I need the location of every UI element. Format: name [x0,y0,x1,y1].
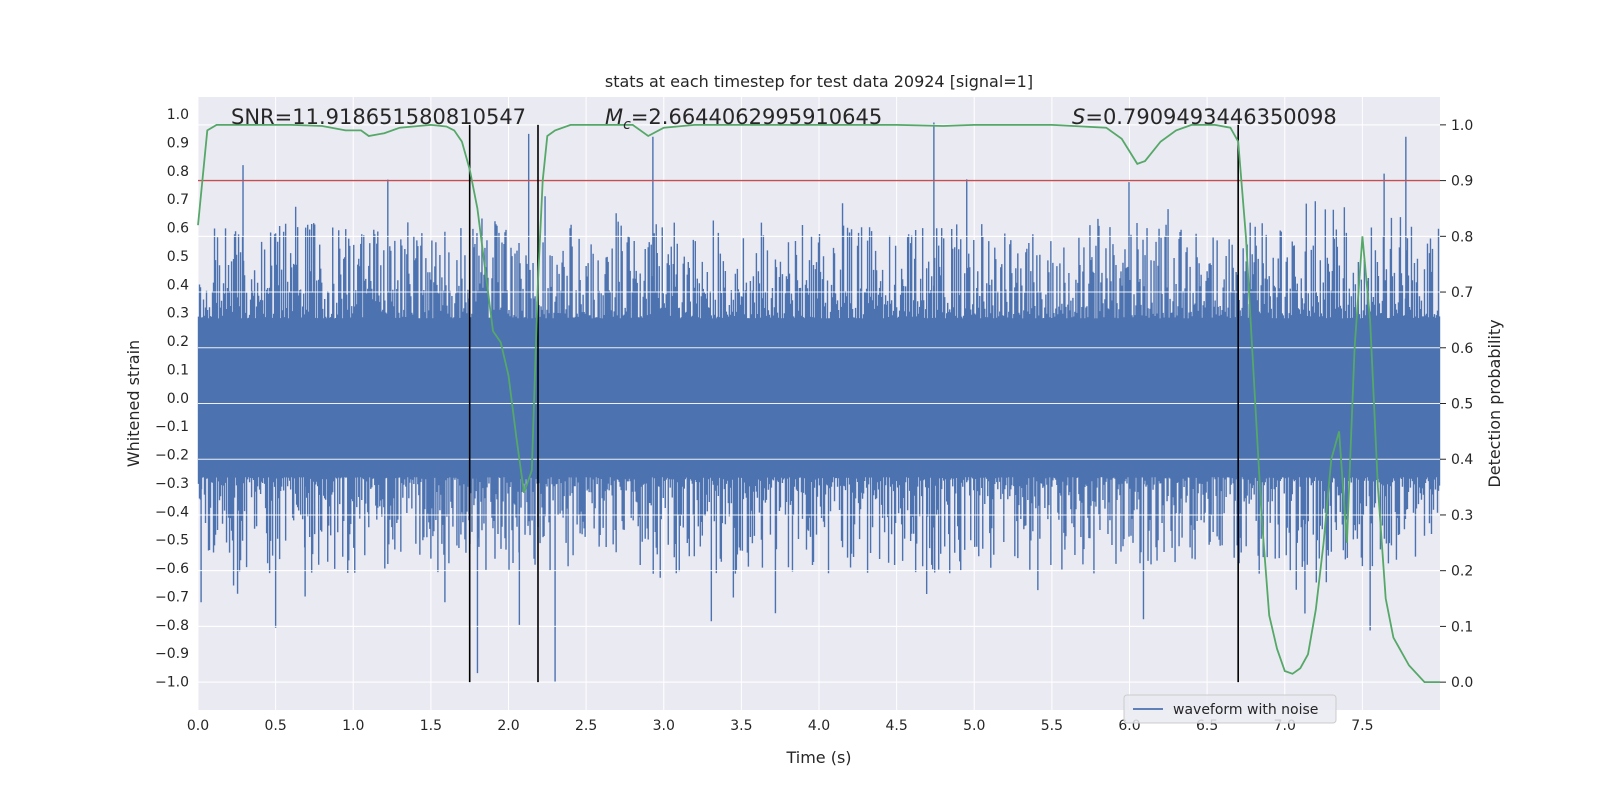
mc-symbol: M [605,105,623,129]
x-tick-label: 0.0 [187,718,209,734]
y2-tick-label: 0.6 [1451,341,1473,357]
x-tick-label: 7.5 [1351,718,1373,734]
mc-subscript: c [623,117,631,133]
y-tick-label: 0.0 [167,391,189,407]
y2-tick-label: 0.1 [1451,619,1473,635]
x-tick-label: 4.5 [885,718,907,734]
y2-tick-label: 0.4 [1451,452,1473,468]
y2-tick-label: 0.8 [1451,229,1473,245]
s-symbol: S [1072,105,1085,129]
x-tick-label: 2.0 [497,718,519,734]
x-tick-label: 1.0 [342,718,364,734]
detection-probability-line [197,123,1440,683]
y2-tick-label: 0.5 [1451,397,1473,413]
x-axis-label: Time (s) [785,748,851,767]
y-tick-label: 0.7 [167,192,189,208]
y-tick-label: −0.4 [155,504,189,520]
y-tick-label: 0.9 [167,135,189,151]
y-tick-label: −0.7 [155,589,189,605]
y-tick-label: 0.2 [167,334,189,350]
y-tick-label: −0.1 [155,419,189,435]
y-tick-label: 0.3 [167,306,189,322]
legend-label: waveform with noise [1173,702,1318,718]
y2-tick-label: 0.9 [1451,174,1473,190]
y-tick-label: 0.1 [167,362,189,378]
y-tick-label: −0.9 [155,646,189,662]
legend: waveform with noise [1123,694,1337,724]
y-tick-label: −0.2 [155,448,189,464]
y-tick-label: −0.8 [155,618,189,634]
y2-axis-label: Detection probability [1485,319,1504,487]
s-value: =0.7909493446350098 [1085,105,1336,129]
snr-annotation: SNR=11.918651580810547 [231,105,526,129]
mc-value: =2.6644062995910645 [631,105,882,129]
axes: 0.0 0.5 1.0 1.5 2.0 2.5 3.0 3.5 4.0 4.5 5.0 5.5 6.0 6… [155,107,1473,734]
waveform-line [197,122,1441,682]
x-tick-label: 3.0 [653,718,675,734]
y-tick-label: 1.0 [167,107,189,123]
y2-tick-label: 0.7 [1451,285,1473,301]
y-axis-label: Whitened strain [124,340,143,467]
y-tick-label: −0.5 [155,533,189,549]
overlay-lines [197,123,1440,683]
y-tick-label: −0.3 [155,476,189,492]
y-tick-label: 0.5 [167,249,189,265]
x-tick-label: 4.0 [808,718,830,734]
x-tick-label: 0.5 [264,718,286,734]
chart-title: stats at each timestep for test data 209… [605,72,1033,91]
y-tick-label: 0.6 [167,221,189,237]
x-tick-label: 3.5 [730,718,752,734]
y2-tick-label: 0.3 [1451,508,1473,524]
x-tick-label: 5.0 [963,718,985,734]
x-tick-label: 5.5 [1041,718,1063,734]
y-tick-label: 0.8 [167,164,189,180]
y-tick-label: −0.6 [155,561,189,577]
y2-tick-label: 0.2 [1451,564,1473,580]
x-tick-label: 1.5 [420,718,442,734]
mc-annotation: Mc=2.6644062995910645 [605,105,882,133]
legend-box [1123,694,1337,724]
y-tick-label: 0.4 [167,277,189,293]
y-tick-label: −1.0 [155,675,189,691]
y2-tick-label: 0.0 [1451,675,1473,691]
x-tick-label: 2.5 [575,718,597,734]
s-annotation: S=0.7909493446350098 [1072,105,1337,129]
y2-tick-label: 1.0 [1451,118,1473,134]
